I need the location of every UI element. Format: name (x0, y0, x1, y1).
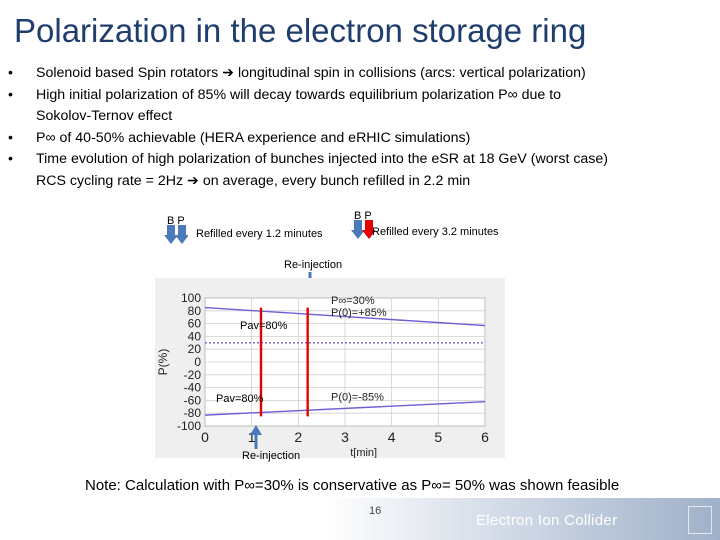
footer-logo-icon (688, 506, 712, 534)
series-line (204, 306, 486, 327)
x-tick-label: 5 (434, 429, 442, 445)
x-tick-label: 1 (248, 429, 256, 445)
footer-logo-text: Electron Ion Collider (476, 512, 618, 529)
y-tick-label: -20 (184, 368, 202, 382)
footer-band (0, 498, 720, 540)
x-tick-label: 3 (341, 429, 349, 445)
pav-lower-label: Pav=80% (216, 393, 264, 405)
bullet-text: P∞ of 40-50% achievable (HERA experience… (36, 129, 471, 146)
chart-annotation: P∞=30% (331, 295, 375, 307)
y-axis-label: P(%) (156, 349, 170, 376)
bullet-item: High initial polarization of 85% will de… (8, 85, 713, 128)
reinjection-bottom-label: Re-injection (242, 450, 301, 462)
bullet-list: Solenoid based Spin rotators ➔ longitudi… (8, 63, 713, 192)
reinjection-top-label: Re-injection (284, 259, 343, 271)
bullet-item: Time evolution of high polarization of b… (8, 149, 713, 192)
y-tick-label: 100 (181, 291, 201, 305)
y-tick-label: -100 (177, 419, 201, 433)
y-tick-label: 40 (188, 329, 202, 343)
y-tick-label: 20 (188, 342, 202, 356)
bullet-text: High initial polarization of 85% will de… (36, 86, 562, 103)
legend-left-text: Refilled every 1.2 minutes (196, 228, 323, 240)
x-tick-label: 4 (388, 429, 396, 445)
bullet-continuation: Sokolov-Ternov effect (36, 108, 173, 124)
y-tick-label: 0 (194, 355, 201, 369)
series-line (204, 400, 486, 416)
page-title: Polarization in the electron storage rin… (14, 12, 587, 49)
y-tick-label: -60 (184, 393, 202, 407)
y-tick-label: 80 (188, 304, 202, 318)
legend-left-letters: B P (167, 215, 185, 227)
bullet-text: Solenoid based Spin rotators ➔ longitudi… (36, 65, 586, 81)
chart-annotation: P(0)=+85% (331, 307, 387, 319)
bullet-item: P∞ of 40-50% achievable (HERA experience… (8, 128, 713, 150)
x-tick-label: 6 (481, 429, 489, 445)
pav-upper-label: Pav=80% (240, 320, 288, 332)
bullet-item: Solenoid based Spin rotators ➔ longitudi… (8, 63, 713, 85)
y-tick-label: -80 (184, 406, 202, 420)
y-tick-label: 60 (188, 317, 202, 331)
legend-right-letters: B P (354, 210, 372, 222)
legend-left-arrows-icon (164, 225, 188, 244)
legend-right-text: Refilled every 3.2 minutes (372, 226, 499, 238)
x-tick-label: 2 (294, 429, 302, 445)
polarization-chart-panel: 100 80 60 40 20 0 -20 -40 -60 -80 -100 0 1 2 3 4 5 6 P(%) t… (155, 278, 505, 459)
bullet-continuation: RCS cycling rate = 2Hz ➔ on average, eve… (36, 172, 471, 189)
legend-right-arrows-icon (351, 220, 375, 239)
reinjection-bottom-arrow-icon (250, 425, 262, 449)
y-tick-label: -40 (184, 381, 202, 395)
chart-annotation: P(0)=-85% (331, 392, 384, 404)
x-axis-label: t[min] (350, 447, 377, 458)
bullet-text: Time evolution of high polarization of b… (36, 151, 609, 167)
note-text: Note: Calculation with P∞=30% is conserv… (85, 477, 620, 494)
page-number: 16 (369, 505, 382, 517)
x-tick-label: 0 (201, 429, 209, 445)
